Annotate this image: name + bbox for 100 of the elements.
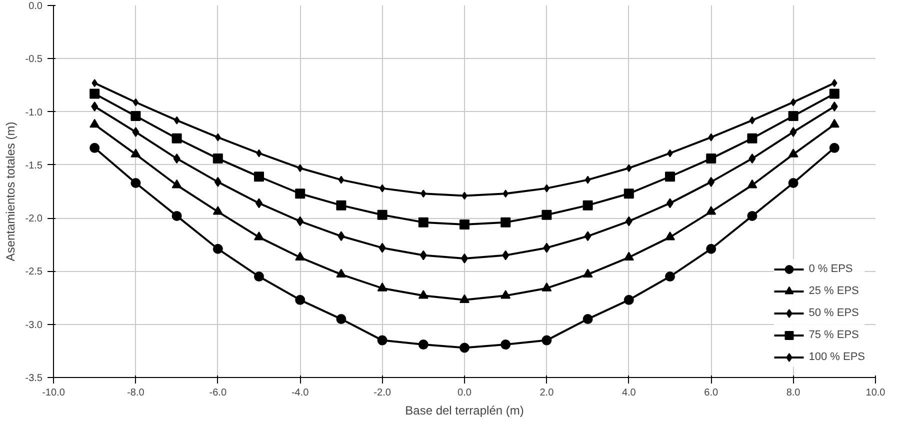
point xyxy=(544,184,550,192)
y-tick-label: -2.5 xyxy=(25,266,43,278)
point xyxy=(130,111,141,122)
point xyxy=(500,340,511,350)
point xyxy=(582,268,593,278)
point xyxy=(132,98,139,106)
point xyxy=(420,190,426,198)
point xyxy=(254,232,264,240)
point xyxy=(749,116,756,124)
x-tick-label: -10.0 xyxy=(42,388,66,398)
x-tick-label: -2.0 xyxy=(374,388,392,398)
point xyxy=(212,206,223,215)
legend-label: 100 % EPS xyxy=(808,351,865,363)
point xyxy=(172,133,182,144)
point xyxy=(378,242,386,253)
x-tick-label: 10.0 xyxy=(866,388,886,398)
point xyxy=(542,335,552,346)
legend-label: 75 % EPS xyxy=(808,329,859,341)
point xyxy=(254,172,264,182)
point xyxy=(460,342,470,353)
point xyxy=(460,219,470,230)
point xyxy=(212,244,223,254)
point xyxy=(256,149,262,158)
legend-label: 25 % EPS xyxy=(808,285,859,297)
point xyxy=(420,250,427,260)
legend-label: 50 % EPS xyxy=(808,307,859,319)
point xyxy=(747,210,758,221)
point xyxy=(747,133,758,144)
point xyxy=(502,190,508,198)
point xyxy=(788,111,798,122)
point xyxy=(582,200,593,210)
point xyxy=(624,252,634,260)
point xyxy=(543,242,550,253)
point xyxy=(379,184,386,192)
point xyxy=(214,176,222,187)
point xyxy=(295,294,306,305)
point xyxy=(132,126,140,137)
point xyxy=(790,98,796,106)
y-tick-label: -2.0 xyxy=(25,214,43,225)
point xyxy=(90,142,100,153)
point xyxy=(173,154,180,164)
point xyxy=(829,142,840,153)
point xyxy=(706,244,716,254)
x-tick-label: -6.0 xyxy=(209,388,227,398)
point xyxy=(584,231,592,242)
point xyxy=(832,79,838,88)
point xyxy=(626,164,632,172)
point xyxy=(336,268,346,278)
point xyxy=(542,282,552,292)
x-tick-label: -4.0 xyxy=(291,388,310,398)
point xyxy=(830,101,838,112)
point xyxy=(90,118,100,128)
point xyxy=(460,294,470,304)
point xyxy=(748,154,756,164)
point xyxy=(377,210,388,220)
point xyxy=(90,88,100,99)
point xyxy=(665,232,675,240)
point xyxy=(296,216,304,226)
point xyxy=(295,252,306,260)
point xyxy=(624,294,634,305)
point xyxy=(747,179,758,188)
x-tick-label: -8.0 xyxy=(127,388,145,398)
point xyxy=(336,314,346,324)
point xyxy=(665,272,675,282)
y-tick-label: -3.5 xyxy=(25,373,43,384)
point xyxy=(500,217,511,228)
point xyxy=(418,290,428,299)
y-tick-label: -1.0 xyxy=(25,107,43,118)
point xyxy=(706,154,716,164)
point xyxy=(500,290,511,299)
point xyxy=(788,178,798,188)
point xyxy=(502,250,510,260)
point xyxy=(295,188,306,199)
point xyxy=(462,192,468,200)
point xyxy=(418,217,428,228)
point xyxy=(667,149,673,158)
point xyxy=(130,148,141,158)
point xyxy=(297,164,303,172)
x-tick-label: 8.0 xyxy=(786,388,801,398)
point xyxy=(582,314,593,324)
point xyxy=(215,133,221,142)
point xyxy=(625,216,632,226)
point xyxy=(708,176,715,187)
point xyxy=(542,210,552,220)
point xyxy=(212,154,223,164)
point xyxy=(338,176,344,184)
point xyxy=(172,179,182,188)
x-tick-label: 6.0 xyxy=(704,388,718,398)
x-tick-label: 2.0 xyxy=(540,388,554,398)
point xyxy=(174,116,180,124)
y-tick-label: -1.5 xyxy=(25,160,43,172)
point xyxy=(377,335,388,346)
point xyxy=(708,133,714,142)
y-tick-label: 0.0 xyxy=(28,1,43,12)
point xyxy=(130,178,141,188)
point xyxy=(665,172,675,182)
x-tick-label: 4.0 xyxy=(622,388,636,398)
point xyxy=(706,206,716,215)
point xyxy=(584,176,591,184)
point xyxy=(92,79,98,88)
